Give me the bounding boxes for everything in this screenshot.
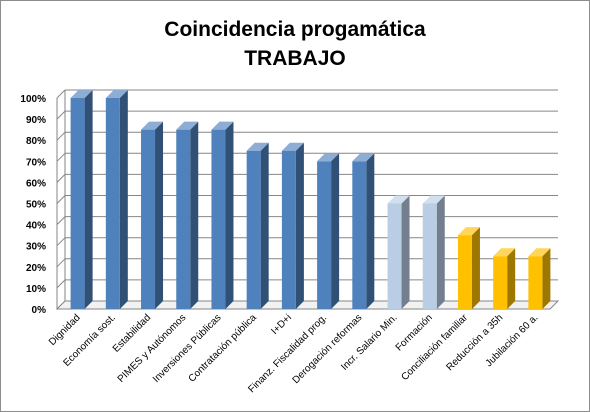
bar-top xyxy=(457,227,480,236)
bar-top xyxy=(176,121,199,130)
bar-top xyxy=(352,153,375,162)
bar xyxy=(70,98,85,309)
bar-side xyxy=(119,90,128,309)
bar xyxy=(352,161,367,309)
bar xyxy=(105,98,120,309)
bar-top xyxy=(70,90,93,98)
chart-title-line-2: TRABAJO xyxy=(244,47,346,70)
bar xyxy=(281,150,296,309)
gridline-side xyxy=(56,258,66,268)
y-tick-label: 10% xyxy=(26,284,46,295)
y-tick-label: 30% xyxy=(26,242,46,253)
bar-top xyxy=(387,195,410,204)
bar-top xyxy=(422,195,445,204)
bar xyxy=(211,129,226,309)
bar xyxy=(141,129,156,309)
bar-top xyxy=(493,248,516,257)
y-tick-label: 20% xyxy=(26,263,46,274)
bar xyxy=(317,161,332,309)
bar xyxy=(387,203,402,309)
bar xyxy=(528,256,543,309)
x-tick-label: Inversiones Públicas xyxy=(151,312,224,385)
bar-side xyxy=(331,153,340,309)
y-tick-label: 60% xyxy=(26,178,46,189)
bar-side xyxy=(190,121,199,310)
chart-title-line-1: Coincidencia progamática xyxy=(164,18,426,41)
x-tick-label: Conciliación familiar xyxy=(399,312,470,383)
gridline-side xyxy=(56,195,66,204)
bar-side xyxy=(471,227,480,309)
chart-floor xyxy=(55,300,560,310)
gridline-side xyxy=(56,237,66,247)
bar xyxy=(422,203,437,309)
y-tick-label: 0% xyxy=(32,305,47,316)
gridline-side xyxy=(56,216,66,225)
bar-side xyxy=(260,142,269,309)
bar-top xyxy=(211,121,234,130)
gridline-side xyxy=(56,174,66,183)
bar-side xyxy=(295,142,304,309)
bar-side xyxy=(436,195,445,309)
bar xyxy=(493,256,508,309)
bar-side xyxy=(155,121,164,310)
gridline-side xyxy=(56,152,66,162)
y-tick-label: 70% xyxy=(26,157,46,168)
bar-top xyxy=(281,142,304,151)
bar-top xyxy=(528,248,551,257)
y-tick-label: 80% xyxy=(26,136,46,147)
bar-top xyxy=(141,121,164,130)
bar-side xyxy=(366,153,375,309)
chart-title: Coincidencia progamática TRABAJO xyxy=(1,15,589,73)
bar-side xyxy=(507,248,516,309)
bar-side xyxy=(225,121,234,310)
x-tick-label: Contratación pública xyxy=(187,312,260,385)
bar-side xyxy=(401,195,410,309)
bar xyxy=(457,235,472,309)
x-tick-label: PIMES y Autónomos xyxy=(116,312,189,385)
y-tick-label: 90% xyxy=(26,115,46,126)
gridline-side xyxy=(56,131,66,141)
bar xyxy=(176,129,191,309)
x-tick-label: Dignidad xyxy=(47,312,83,348)
y-tick-label: 100% xyxy=(20,94,46,105)
bar xyxy=(246,150,261,309)
bar-top xyxy=(317,153,340,162)
bar-side xyxy=(84,90,93,309)
x-tick-label: I+D+i xyxy=(269,312,294,337)
bar-side xyxy=(542,248,551,309)
y-tick-label: 40% xyxy=(26,221,46,232)
bar-top xyxy=(246,142,269,151)
gridline-side xyxy=(56,110,66,120)
gridline-side xyxy=(56,89,66,99)
gridline-side xyxy=(56,279,66,289)
x-tick-label: Derogación reformas xyxy=(291,312,365,386)
bar-top xyxy=(105,90,128,98)
y-tick-label: 50% xyxy=(26,200,46,211)
